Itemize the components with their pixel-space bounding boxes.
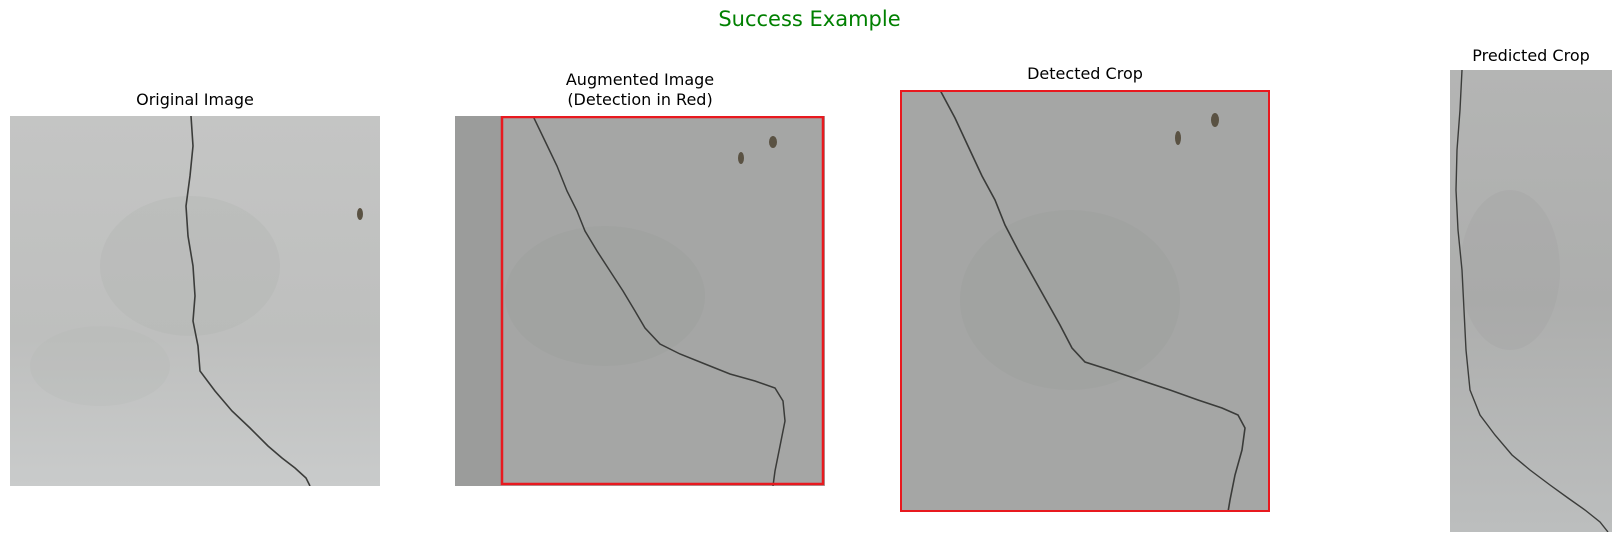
panel-title-augmented-line1: Augmented Image — [565, 70, 715, 89]
original-image — [10, 116, 380, 486]
panel-title-predicted: Predicted Crop — [1450, 46, 1612, 66]
panel-title-augmented-line2: (Detection in Red) — [567, 90, 713, 109]
figure-title: Success Example — [718, 7, 901, 31]
panel-title-augmented: Augmented Image (Detection in Red) — [455, 70, 825, 110]
panel-title-predicted-text: Predicted Crop — [1472, 46, 1590, 65]
augmented-image-graphic — [455, 116, 825, 486]
detected-crop-border — [900, 90, 1270, 512]
panel-title-original-text: Original Image — [136, 90, 254, 109]
panel-title-detected-text: Detected Crop — [1027, 64, 1143, 83]
original-image-graphic — [10, 116, 380, 486]
detected-crop-image — [900, 90, 1270, 512]
panel-title-detected: Detected Crop — [900, 64, 1270, 84]
predicted-crop-graphic — [1450, 70, 1612, 532]
augmented-image — [455, 116, 825, 486]
predicted-crop-image — [1450, 70, 1612, 532]
detected-crop-graphic — [900, 90, 1270, 512]
detection-box — [500, 116, 825, 486]
panel-title-original: Original Image — [10, 90, 380, 110]
